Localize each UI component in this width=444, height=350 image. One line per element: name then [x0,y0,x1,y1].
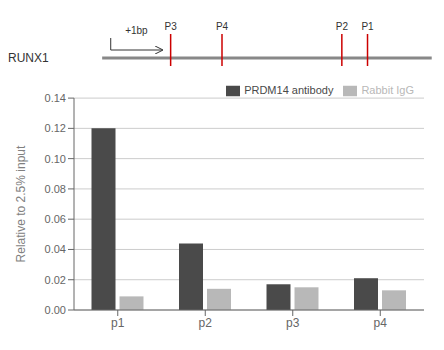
svg-text:P2: P2 [336,21,349,32]
svg-text:Relative to 2.5% input: Relative to 2.5% input [14,145,28,262]
html-text:Rabbit IgG: Rabbit IgG [361,84,414,96]
svg-text:0.08: 0.08 [45,183,66,195]
svg-text:p3: p3 [286,316,300,330]
svg-text:0.12: 0.12 [45,122,66,134]
svg-text:0.00: 0.00 [45,304,66,316]
svg-text:RUNX1: RUNX1 [8,51,49,65]
svg-text:+1bp: +1bp [125,25,148,36]
html-text:PRDM14 antibody: PRDM14 antibody [244,84,334,96]
svg-text:P4: P4 [216,21,229,32]
svg-text:P1: P1 [361,21,374,32]
svg-text:p2: p2 [199,316,213,330]
svg-text:0.02: 0.02 [45,274,66,286]
svg-text:0.04: 0.04 [45,243,66,255]
svg-text:0.06: 0.06 [45,213,66,225]
svg-text:0.10: 0.10 [45,153,66,165]
svg-text:p4: p4 [374,316,388,330]
svg-text:p1: p1 [111,316,125,330]
svg-text:0.14: 0.14 [45,92,66,104]
svg-text:P3: P3 [165,21,178,32]
